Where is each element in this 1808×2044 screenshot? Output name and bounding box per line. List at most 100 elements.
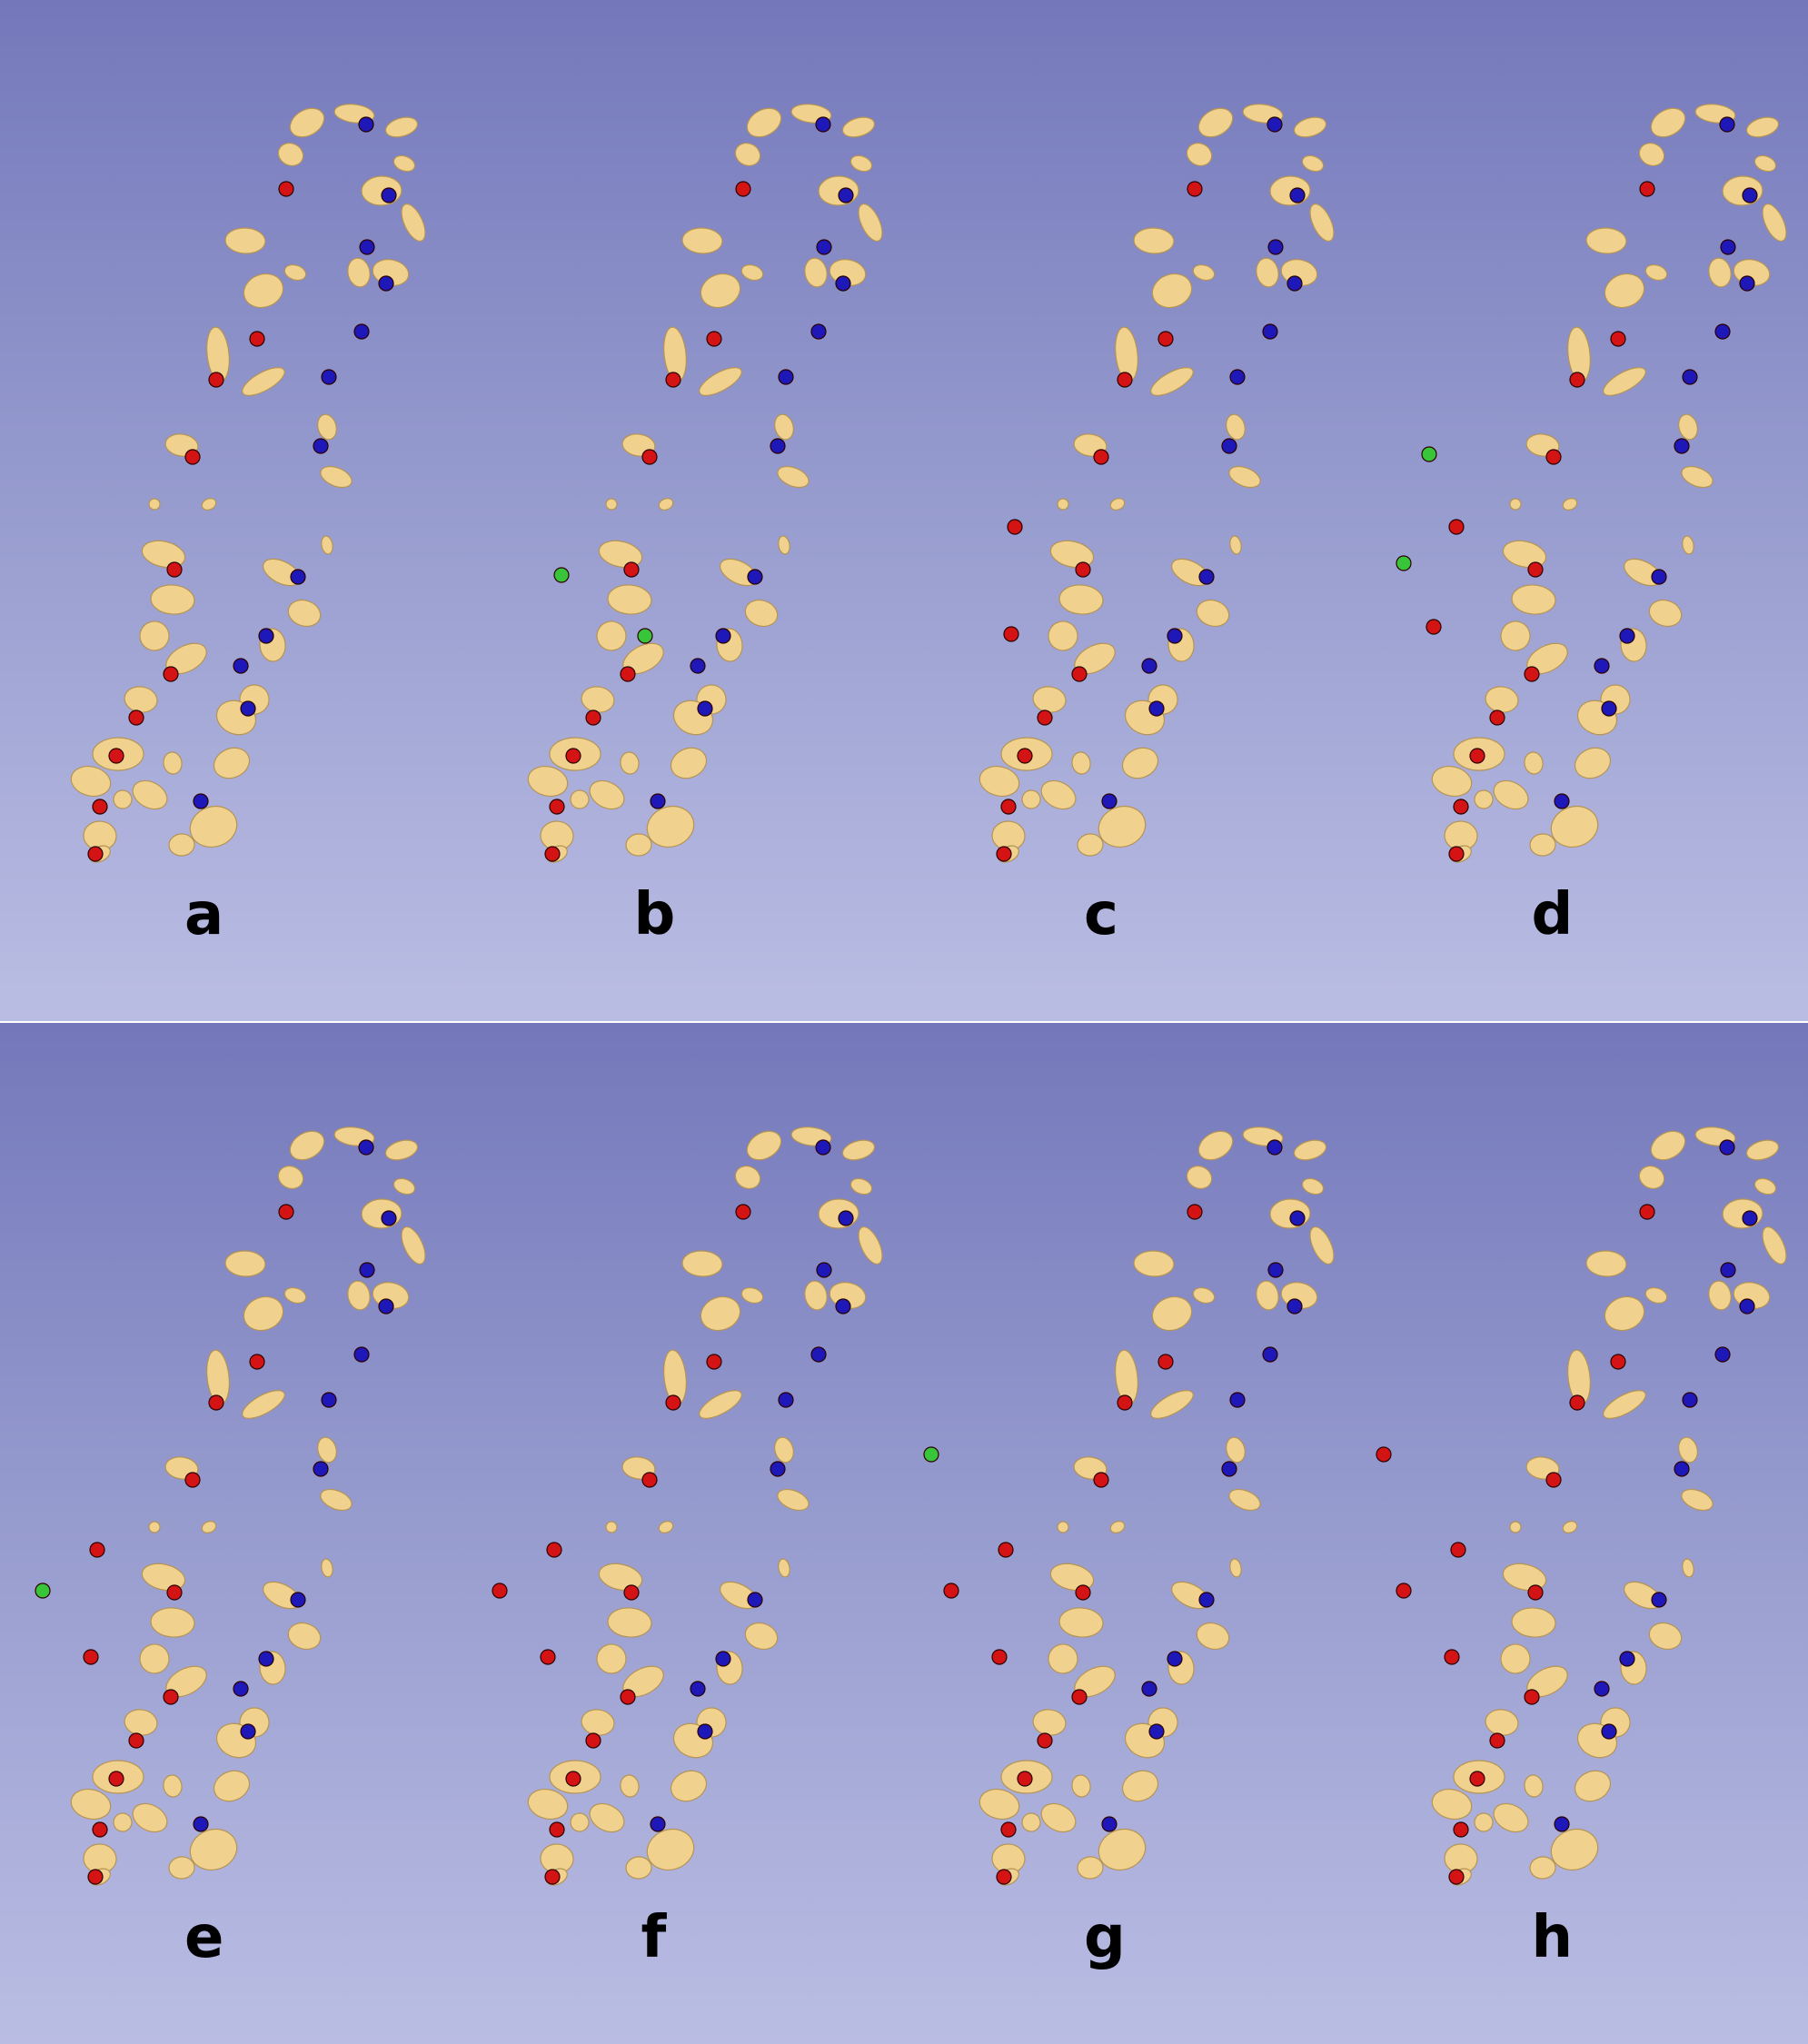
red-marker [1093, 449, 1109, 465]
bone-fragment [1574, 747, 1611, 779]
bone-fragment [746, 1130, 781, 1161]
bone-fragment [1677, 413, 1698, 441]
bone-fragment [1071, 751, 1091, 775]
red-marker [705, 331, 722, 347]
blue-marker [1198, 1592, 1215, 1608]
bone-fragment [734, 1165, 760, 1190]
bone-fragment [1049, 1563, 1095, 1592]
bone-fragment [1228, 1488, 1261, 1512]
blue-marker [769, 438, 786, 454]
red-marker [166, 1584, 183, 1601]
bone-fragment [776, 1488, 810, 1512]
bone-fragment [1109, 1521, 1126, 1533]
blue-marker [1167, 628, 1183, 644]
bone-fragment [1602, 1390, 1646, 1419]
bone-fragment [1584, 227, 1627, 254]
red-marker [278, 1204, 294, 1220]
bone-fragment [1604, 273, 1644, 309]
bone-fragment [132, 1802, 168, 1833]
blue-marker [258, 628, 274, 644]
blue-marker [1553, 1816, 1570, 1832]
panel-e-render [35, 1126, 426, 1886]
red-marker [92, 799, 108, 815]
bone-fragment [401, 203, 426, 242]
bone-fragment [580, 1709, 615, 1736]
blue-marker [378, 1298, 394, 1315]
bone-fragment [849, 154, 872, 173]
red-marker [163, 1689, 179, 1705]
bone-fragment [289, 1130, 325, 1161]
bone-fragment [1431, 765, 1472, 798]
blue-marker [381, 1210, 397, 1226]
red-marker [1157, 331, 1174, 347]
bone-fragment [1681, 1558, 1694, 1578]
red-marker [1375, 1446, 1392, 1463]
bone-fragment [1229, 535, 1242, 555]
bone-fragment [1680, 1488, 1714, 1512]
bone-fragment [1638, 142, 1664, 167]
bone-fragment [619, 751, 640, 775]
panel-label-a: a [184, 881, 224, 948]
bone-fragment [658, 1521, 673, 1533]
bone-fragment [320, 1488, 353, 1512]
bone-fragment [1150, 1390, 1194, 1419]
blue-marker [353, 323, 370, 340]
blue-marker [837, 1210, 854, 1226]
bone-fragment [224, 227, 266, 254]
bone-fragment [213, 1770, 251, 1802]
bone-fragment [70, 765, 112, 798]
bone-fragment [624, 1856, 652, 1880]
bone-fragment [1058, 584, 1104, 615]
red-marker [166, 561, 183, 578]
red-marker [543, 1869, 561, 1885]
bone-fragment [163, 1774, 183, 1798]
bone-fragment [1196, 1622, 1230, 1651]
red-marker [1638, 181, 1655, 197]
blue-marker [1714, 323, 1731, 340]
bone-fragment [1226, 413, 1246, 441]
panel-e: e [0, 1023, 452, 2044]
bone-fragment [1602, 367, 1646, 396]
bone-fragment [347, 1280, 371, 1311]
blue-marker [649, 793, 666, 809]
bone-fragment [773, 413, 794, 441]
blue-marker [810, 1346, 827, 1363]
red-marker [1447, 1869, 1465, 1885]
bone-fragment [527, 765, 568, 798]
bone-fragment [321, 1558, 333, 1578]
bone-fragment [1057, 1521, 1069, 1533]
red-marker [1545, 1472, 1562, 1488]
red-marker [1007, 519, 1023, 535]
blue-marker [1286, 275, 1303, 292]
bone-fragment [1098, 805, 1147, 848]
bone-fragment [1293, 1139, 1327, 1161]
bone-fragment [1269, 1198, 1311, 1229]
red-marker [128, 709, 144, 726]
bone-fragment [148, 1521, 161, 1533]
blue-marker [193, 793, 209, 809]
bone-fragment [1562, 1521, 1577, 1533]
blue-marker [240, 1723, 256, 1740]
bone-fragment [604, 1521, 618, 1533]
red-marker [1093, 1472, 1109, 1488]
bone-fragment [1040, 1802, 1077, 1833]
blue-marker [1553, 793, 1570, 809]
bone-fragment [1196, 599, 1230, 628]
panel-label-g: g [1084, 1904, 1126, 1971]
bone-fragment [1133, 1250, 1175, 1277]
bone-fragment [384, 116, 419, 138]
red-marker [1395, 1583, 1412, 1599]
blue-marker [1267, 1262, 1284, 1278]
bone-fragment [287, 1622, 322, 1651]
red-marker [734, 1204, 751, 1220]
bone-fragment [168, 833, 195, 857]
red-marker [548, 799, 565, 815]
panel-f-render [491, 1126, 883, 1886]
red-marker [1488, 1732, 1505, 1749]
bone-fragment [1077, 1856, 1104, 1880]
bone-fragment [384, 1139, 419, 1161]
panel-d-render [1395, 104, 1787, 863]
red-marker [184, 449, 201, 465]
blue-marker [1600, 700, 1617, 717]
bone-fragment [1502, 540, 1546, 569]
